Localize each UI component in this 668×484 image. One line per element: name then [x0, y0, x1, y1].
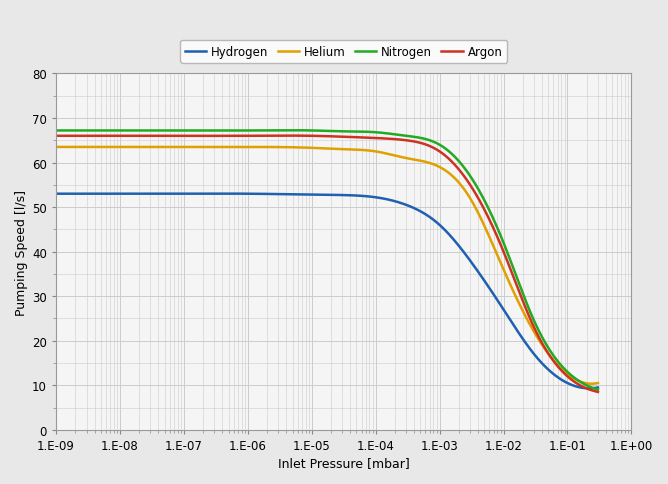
Line: Argon: Argon	[56, 136, 598, 392]
Helium	[582, 380, 590, 386]
Nitrogen	[52, 128, 60, 134]
Argon	[52, 134, 60, 139]
Hydrogen	[585, 386, 593, 392]
Nitrogen	[497, 235, 505, 241]
Argon	[346, 135, 354, 141]
Hydrogen	[314, 192, 322, 198]
Argon	[283, 134, 291, 139]
Helium	[311, 146, 319, 151]
X-axis label: Inlet Pressure [mbar]: Inlet Pressure [mbar]	[278, 456, 409, 469]
Line: Helium: Helium	[56, 148, 598, 384]
Argon	[497, 244, 505, 250]
Helium	[375, 150, 383, 156]
Nitrogen	[594, 387, 602, 393]
Helium	[497, 262, 505, 268]
Argon	[314, 134, 322, 139]
Helium	[219, 145, 227, 151]
Argon	[375, 136, 383, 142]
Hydrogen	[594, 385, 602, 391]
Hydrogen	[346, 193, 354, 199]
Line: Hydrogen: Hydrogen	[56, 194, 598, 389]
Nitrogen	[283, 128, 291, 134]
Helium	[346, 147, 354, 153]
Nitrogen	[311, 128, 319, 134]
Hydrogen	[52, 191, 60, 197]
Hydrogen	[311, 192, 319, 198]
Nitrogen	[346, 129, 354, 135]
Helium	[587, 381, 595, 387]
Helium	[314, 146, 322, 151]
Argon	[582, 385, 590, 391]
Hydrogen	[497, 303, 505, 309]
Argon	[311, 134, 319, 139]
Y-axis label: Pumping Speed [l/s]: Pumping Speed [l/s]	[15, 189, 28, 315]
Helium	[594, 380, 602, 386]
Legend: Hydrogen, Helium, Nitrogen, Argon: Hydrogen, Helium, Nitrogen, Argon	[180, 41, 507, 63]
Nitrogen	[314, 128, 322, 134]
Hydrogen	[375, 196, 383, 201]
Nitrogen	[375, 130, 383, 136]
Helium	[52, 145, 60, 151]
Hydrogen	[582, 386, 590, 392]
Line: Nitrogen: Nitrogen	[56, 131, 598, 390]
Argon	[594, 389, 602, 395]
Nitrogen	[582, 382, 590, 388]
Hydrogen	[219, 191, 227, 197]
